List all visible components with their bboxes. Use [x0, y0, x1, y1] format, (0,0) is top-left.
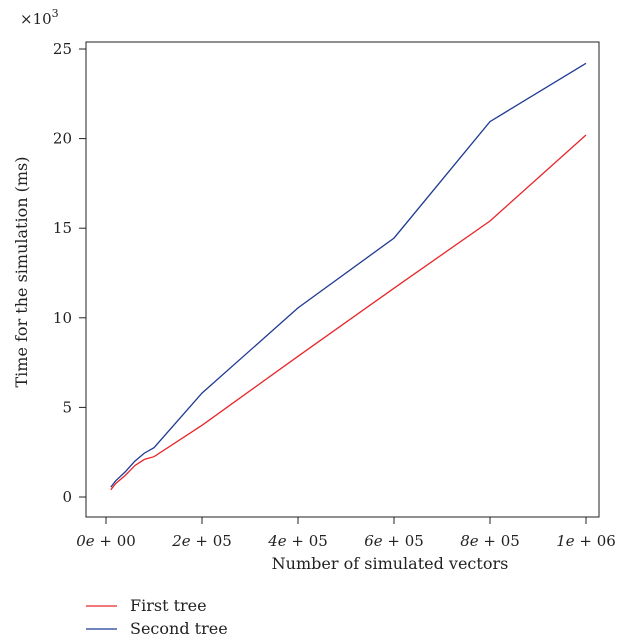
y-axis-label: Time for the simulation (ms) [12, 157, 31, 388]
y-axis-ticks: 0 5 10 15 20 25 [53, 40, 86, 506]
y-scale-exponent: 3 [52, 7, 59, 20]
legend-label-second-tree: Second tree [130, 619, 228, 638]
y-tick-label: 10 [53, 309, 72, 327]
y-tick-label: 25 [53, 40, 72, 58]
series-line-1 [110, 134, 587, 491]
y-tick-label: 5 [62, 398, 72, 416]
x-tick-label: 8e + 05 [460, 532, 520, 550]
y-tick-label: 15 [53, 219, 72, 237]
x-tick-label: 0e + 00 [76, 532, 136, 550]
series-line-2 [110, 62, 587, 488]
plot-frame [85, 41, 600, 518]
series-lines [110, 62, 587, 491]
x-tick-label: 6e + 05 [364, 532, 424, 550]
y-tick-label: 20 [53, 130, 72, 148]
x-axis-ticks: 0e + 00 2e + 05 4e + 05 6e + 05 8e + 05 1e + … [76, 517, 616, 550]
x-tick-label: 4e + 05 [267, 532, 328, 550]
x-tick-label: 1e + 06 [556, 532, 616, 550]
legend-label-first-tree: First tree [130, 596, 207, 615]
legend: First tree Second tree [86, 596, 228, 638]
x-tick-label: 2e + 05 [171, 532, 232, 550]
y-tick-label: 0 [62, 488, 72, 506]
y-scale-label: ×103 [20, 7, 59, 28]
x-axis-label: Number of simulated vectors [272, 554, 509, 573]
